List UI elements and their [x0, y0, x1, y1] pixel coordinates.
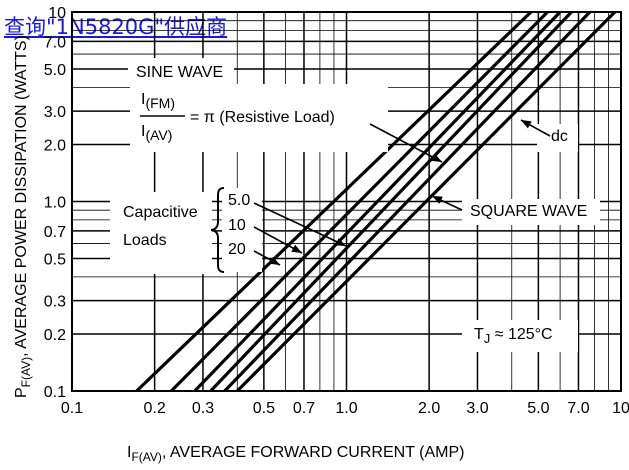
- x-tick-label: 0.2: [144, 400, 166, 417]
- y-tick-label: 3.0: [44, 104, 66, 121]
- ratio-numerator: I(FM): [141, 91, 175, 111]
- series-line: [223, 10, 591, 393]
- y-tick-label: 0.1: [44, 384, 66, 401]
- label-box: [462, 199, 600, 225]
- arrow-head: [291, 244, 302, 253]
- y-tick-label: 0.2: [44, 327, 66, 344]
- y-tick-label: 7.0: [44, 34, 66, 51]
- label-box: [130, 84, 388, 152]
- x-axis-title: IF(AV), AVERAGE FORWARD CURRENT (AMP): [127, 444, 464, 464]
- x-tick-label: 0.1: [61, 400, 83, 417]
- series-line: [236, 10, 617, 393]
- x-tick-label: 1.0: [335, 400, 357, 417]
- y-tick-label: 0.3: [44, 294, 66, 311]
- x-tick-label: 0.3: [192, 400, 214, 417]
- label-box: [462, 320, 578, 352]
- arrow-head: [335, 238, 346, 246]
- ratio-denominator: I(AV): [141, 123, 172, 143]
- x-tick-label: 0.7: [293, 400, 315, 417]
- label-box: [128, 58, 234, 84]
- sine-wave-label: SINE WAVE: [136, 64, 223, 81]
- x-tick-labels: 0.1 0.2 0.3 0.5 0.7 1.0 2.0 3.0 5.0 7.0 10: [61, 400, 629, 417]
- y-tick-label: 0.7: [44, 224, 66, 241]
- square-wave-label: SQUARE WAVE: [470, 203, 587, 220]
- arrow-shaft: [253, 202, 347, 247]
- y-tick-labels: 0.1 0.2 0.3 0.5 0.7 1.0 2.0 3.0 5.0 7.0 10: [44, 5, 66, 401]
- label-box: [222, 188, 262, 272]
- dc-label: dc: [551, 128, 568, 145]
- cap-20-label: 20: [228, 241, 246, 258]
- y-tick-label: 10: [48, 5, 66, 22]
- tj-label: TJ ≈ 125°C: [474, 326, 553, 346]
- capacitive-label: Capacitive: [123, 204, 198, 221]
- ratio-rhs-label: = π (Resistive Load): [190, 109, 335, 126]
- series-line: [193, 10, 562, 393]
- x-tick-label: 2.0: [418, 400, 440, 417]
- arrow-head: [431, 153, 442, 162]
- watermark-link[interactable]: 查询"1N5820G"供应商: [4, 15, 228, 39]
- plot-frame: [71, 11, 622, 392]
- y-tick-label: 1.0: [44, 195, 66, 212]
- y-tick-label: 2.0: [44, 137, 66, 154]
- series-line: [135, 10, 533, 393]
- annotation-arrows: [253, 119, 551, 266]
- cap-5-label: 5.0: [228, 192, 250, 209]
- series-line: [170, 10, 549, 393]
- x-tick-label: 5.0: [527, 400, 549, 417]
- cap-10-label: 10: [228, 217, 246, 234]
- x-tick-label: 10: [612, 400, 629, 417]
- series-lines: [135, 10, 617, 393]
- arrow-shaft: [369, 123, 443, 163]
- x-tick-label: 3.0: [466, 400, 488, 417]
- y-axis-title: PF(AV), AVERAGE POWER DISSIPATION (WATTS…: [13, 35, 33, 398]
- label-box: [537, 124, 578, 152]
- capacitive-brace: [210, 187, 225, 273]
- arrow-head: [521, 120, 532, 129]
- arrow-head: [432, 196, 443, 204]
- arrow-head: [269, 256, 280, 265]
- x-tick-label: 0.5: [253, 400, 275, 417]
- loads-label: Loads: [123, 232, 167, 249]
- label-box: [110, 192, 212, 274]
- series-line: [209, 10, 573, 393]
- y-tick-label: 5.0: [44, 62, 66, 79]
- x-tick-label: 7.0: [567, 400, 589, 417]
- annotation-boxes: [110, 58, 600, 352]
- y-tick-label: 0.5: [44, 252, 66, 269]
